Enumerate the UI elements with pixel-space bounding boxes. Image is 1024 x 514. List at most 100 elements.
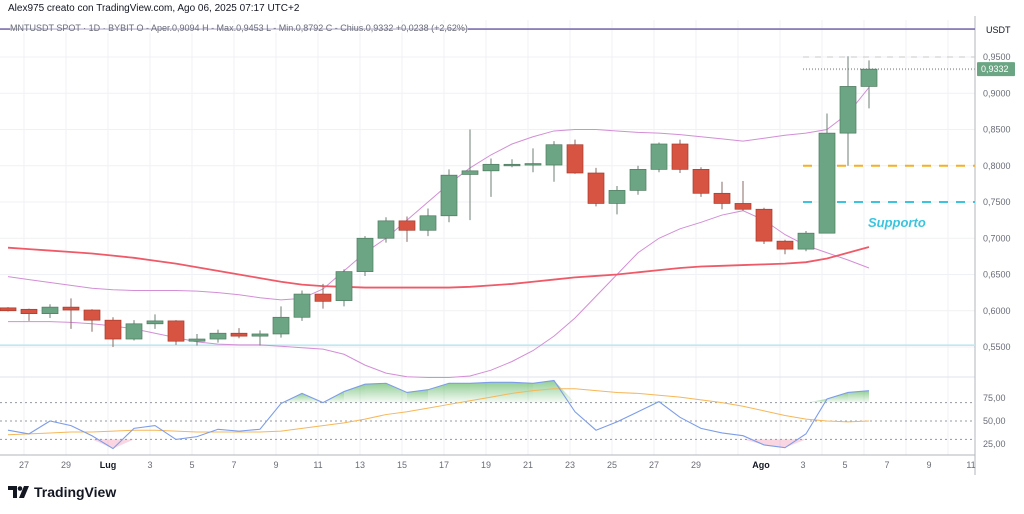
- candle: [671, 139, 689, 173]
- candle-body: [503, 163, 521, 167]
- candle: [230, 328, 248, 339]
- candle: [209, 329, 227, 343]
- price-tick-label: 0,5500: [983, 342, 1011, 352]
- rsi-tick-label: 50,00: [983, 416, 1006, 426]
- time-tick-label: 3: [800, 460, 805, 470]
- candle: [860, 60, 878, 109]
- time-tick-label: 27: [649, 460, 659, 470]
- bollinger-upper-line: [7, 87, 870, 301]
- candle-body: [62, 306, 80, 311]
- time-tick-label: 17: [439, 460, 449, 470]
- last-price-badge: [977, 62, 1015, 77]
- candle: [734, 180, 752, 211]
- time-tick-label: 15: [397, 460, 407, 470]
- rsi-overbought-fill: [806, 398, 827, 403]
- candle-body: [209, 332, 227, 340]
- rsi-overbought-fill: [365, 383, 386, 403]
- price-tick-label: 0,7000: [983, 233, 1011, 243]
- candle: [713, 181, 731, 210]
- candle-body: [650, 143, 668, 170]
- candle-body: [860, 68, 878, 87]
- price-axis-unit: USDT: [986, 25, 1011, 35]
- price-tick-label: 0,9000: [983, 88, 1011, 98]
- candle-body: [755, 208, 773, 242]
- moving-average-line: [7, 246, 870, 289]
- rsi-overbought-fill: [491, 382, 512, 403]
- candle: [482, 158, 500, 197]
- candle: [818, 113, 836, 234]
- candle-body: [104, 319, 122, 340]
- rsi-overbought-fill: [428, 383, 449, 403]
- rsi-oversold-fill: [743, 439, 764, 445]
- candle: [62, 298, 80, 329]
- time-tick-label: Ago: [752, 460, 770, 470]
- candle: [293, 290, 311, 321]
- bollinger-lower-line: [8, 210, 870, 378]
- candle: [125, 320, 143, 341]
- price-tick-label: 0,6000: [983, 306, 1011, 316]
- rsi-overbought-fill: [554, 380, 575, 403]
- candle: [251, 330, 269, 346]
- rsi-overbought-fill: [449, 383, 470, 403]
- rsi-overbought-fill: [827, 392, 848, 403]
- time-tick-label: 21: [523, 460, 533, 470]
- candle-body: [419, 215, 437, 231]
- time-tick-label: 23: [565, 460, 575, 470]
- rsi-overbought-fill: [659, 401, 680, 403]
- support-annotation: Supporto: [868, 215, 926, 230]
- candle: [188, 333, 206, 346]
- time-tick-label: 9: [926, 460, 931, 470]
- time-tick-label: 9: [273, 460, 278, 470]
- rsi-overbought-fill: [638, 401, 659, 403]
- candle-body: [734, 203, 752, 210]
- symbol-legend[interactable]: MNTUSDT SPOT · 1D · BYBIT O - Aper.0,909…: [10, 23, 468, 33]
- time-tick-label: 19: [481, 460, 491, 470]
- candle-body: [398, 220, 416, 231]
- candle: [314, 283, 332, 309]
- time-tick-label: 29: [61, 460, 71, 470]
- candle-body: [230, 332, 248, 337]
- price-tick-label: 0,9500: [983, 52, 1011, 62]
- time-tick-label: 13: [355, 460, 365, 470]
- time-tick-label: 11: [313, 460, 322, 470]
- candle-body: [587, 172, 605, 204]
- rsi-oversold-fill: [785, 439, 806, 448]
- tradingview-logo-icon: [8, 486, 29, 498]
- candle-body: [671, 143, 689, 170]
- rsi-line: [7, 379, 870, 450]
- candle-body: [377, 220, 395, 239]
- candle-body: [566, 144, 584, 174]
- candle-body: [629, 169, 647, 191]
- candle: [167, 320, 185, 345]
- candle: [629, 165, 647, 195]
- candle: [419, 208, 437, 237]
- candle: [356, 236, 374, 276]
- price-tick-label: 0,7500: [983, 197, 1011, 207]
- rsi-overbought-fill: [533, 380, 554, 403]
- candle-body: [20, 308, 38, 314]
- candle-body: [314, 293, 332, 302]
- candle: [692, 167, 710, 197]
- rsi-oversold-fill: [92, 439, 113, 449]
- time-tick-label: 11: [966, 460, 975, 470]
- candle: [461, 129, 479, 221]
- logo-text: TradingView: [34, 484, 117, 500]
- candle-body: [335, 271, 353, 301]
- tradingview-logo[interactable]: TradingView: [8, 484, 116, 500]
- candle-body: [797, 232, 815, 250]
- candle-body: [272, 316, 290, 335]
- candle: [398, 216, 416, 242]
- candle-body: [440, 174, 458, 217]
- rsi-tick-label: 25,00: [983, 439, 1006, 449]
- time-tick-label: 3: [147, 460, 152, 470]
- candle-body: [545, 144, 563, 166]
- candle: [335, 269, 353, 307]
- price-tick-label: 0,6500: [983, 270, 1011, 280]
- candle: [650, 142, 668, 173]
- rsi-overbought-fill: [407, 389, 428, 403]
- candle-body: [83, 309, 101, 321]
- candle-body: [461, 170, 479, 175]
- candle: [587, 167, 605, 207]
- candle-body: [251, 333, 269, 337]
